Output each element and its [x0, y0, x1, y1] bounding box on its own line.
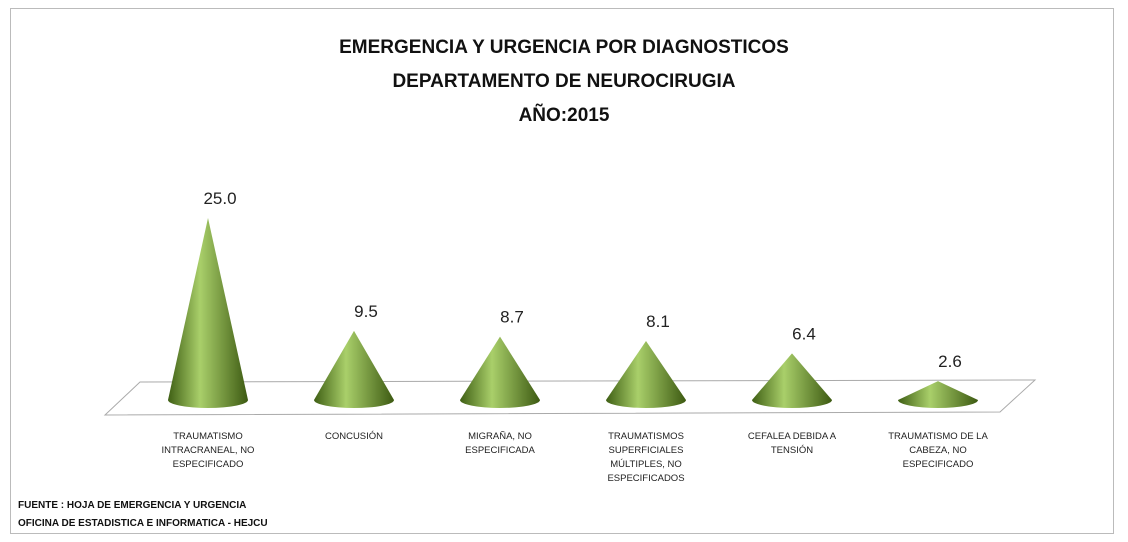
category-label: MIGRAÑA, NO ESPECIFICADA — [465, 431, 535, 456]
cone — [314, 330, 394, 408]
category-label: TRAUMATISMO INTRACRANEAL, NO ESPECIFICAD… — [161, 431, 255, 470]
cone — [752, 353, 832, 408]
value-label: 6.4 — [792, 324, 816, 343]
chart-title: EMERGENCIA Y URGENCIA POR DIAGNOSTICOS — [339, 37, 789, 58]
category-label: CEFALEA DEBIDA A TENSIÓN — [747, 431, 837, 456]
value-label: 8.1 — [646, 312, 670, 331]
cone — [606, 341, 686, 408]
value-label: 25.0 — [203, 189, 236, 208]
category-label: CONCUSIÓN — [324, 431, 384, 442]
value-label: 2.6 — [938, 352, 962, 371]
cone — [898, 381, 978, 408]
chart-frame — [10, 8, 1114, 534]
chart-title: DEPARTAMENTO DE NEUROCIRUGIA — [392, 71, 736, 92]
cone — [460, 336, 540, 408]
value-label: 8.7 — [500, 308, 524, 327]
category-label: TRAUMATISMO DE LA CABEZA, NO ESPECIFICAD… — [888, 431, 988, 470]
category-label: TRAUMATISMOS SUPERFICIALES MÚLTIPLES, NO… — [607, 431, 685, 484]
value-label: 9.5 — [354, 302, 378, 321]
chart-title: AÑO:2015 — [518, 105, 610, 126]
cone — [168, 218, 248, 408]
source-note: FUENTE : HOJA DE EMERGENCIA Y URGENCIA — [18, 500, 247, 511]
source-note: OFICINA DE ESTADISTICA E INFORMATICA - H… — [18, 518, 268, 529]
